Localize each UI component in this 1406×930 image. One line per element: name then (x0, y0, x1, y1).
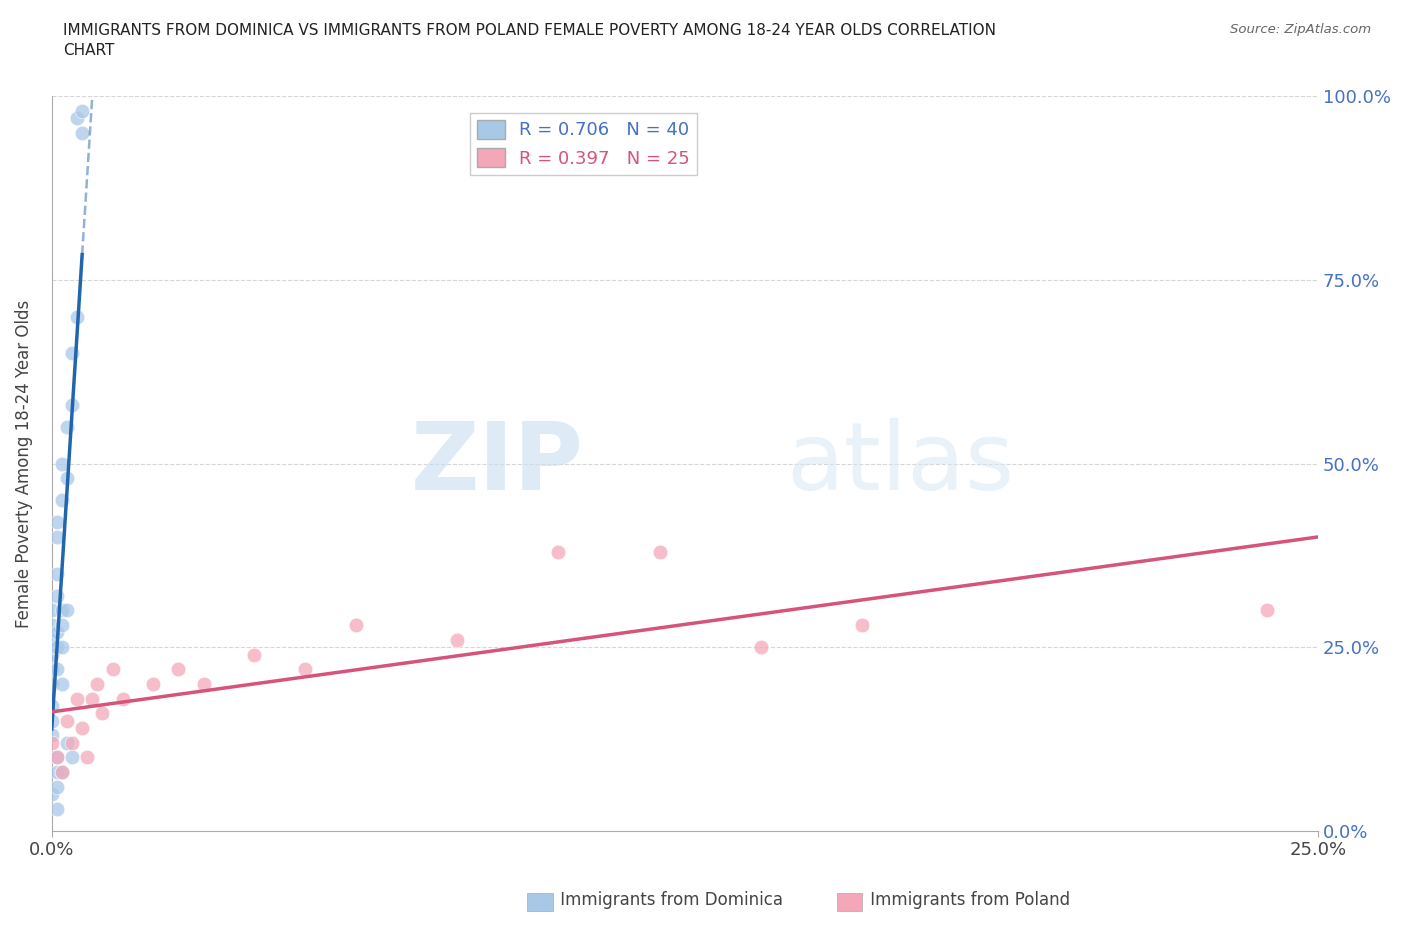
Point (45, 750, 67, 764)
Point (76, 750, 98, 764)
Point (45, 589, 67, 604)
Point (193, 676, 215, 691)
Point (91, 706, 114, 721)
Point (60, 736, 83, 751)
Point (851, 618, 873, 632)
Point (41, 728, 63, 743)
Point (45, 625, 67, 640)
Y-axis label: Female Poverty Among 18-24 Year Olds: Female Poverty Among 18-24 Year Olds (15, 299, 32, 628)
Point (66, 691, 89, 706)
Point (294, 662, 316, 677)
Point (51, 676, 73, 691)
Point (51, 640, 73, 655)
Text: atlas: atlas (786, 418, 1015, 510)
Point (41, 603, 63, 618)
Point (70, 126, 93, 140)
Point (51, 456, 73, 471)
Point (86, 676, 108, 691)
Point (51, 764, 73, 779)
Text: Source: ZipAtlas.com: Source: ZipAtlas.com (1230, 23, 1371, 36)
Point (56, 603, 79, 618)
Point (82, 691, 104, 706)
Point (648, 544, 671, 559)
Point (51, 764, 73, 779)
Point (41, 647, 63, 662)
Point (66, 111, 89, 126)
Point (111, 691, 134, 706)
Point (45, 779, 67, 794)
Text: Immigrants from Poland: Immigrants from Poland (844, 891, 1070, 910)
Point (344, 618, 367, 632)
Point (1256, 603, 1278, 618)
Point (51, 493, 73, 508)
Point (45, 662, 67, 677)
Text: IMMIGRANTS FROM DOMINICA VS IMMIGRANTS FROM POLAND FEMALE POVERTY AMONG 18-24 YE: IMMIGRANTS FROM DOMINICA VS IMMIGRANTS F… (63, 23, 997, 58)
Point (51, 618, 73, 632)
Point (60, 397, 83, 412)
Point (70, 103, 93, 118)
Legend: R = 0.706   N = 40, R = 0.397   N = 25: R = 0.706 N = 40, R = 0.397 N = 25 (470, 113, 697, 175)
Point (45, 515, 67, 530)
Text: Immigrants from Dominica: Immigrants from Dominica (534, 891, 783, 910)
Point (66, 310, 89, 325)
Point (749, 640, 772, 655)
Point (446, 632, 468, 647)
Point (41, 662, 63, 677)
Text: ZIP: ZIP (411, 418, 583, 510)
Point (41, 736, 63, 751)
Point (45, 764, 67, 779)
Point (101, 662, 124, 677)
Point (56, 736, 79, 751)
Point (56, 419, 79, 434)
Point (41, 632, 63, 647)
Point (547, 544, 569, 559)
Point (41, 787, 63, 802)
Point (41, 713, 63, 728)
Point (167, 662, 190, 677)
Point (45, 529, 67, 544)
Point (243, 647, 266, 662)
Point (56, 713, 79, 728)
Point (142, 676, 165, 691)
Point (41, 640, 63, 655)
Point (45, 750, 67, 764)
Point (41, 676, 63, 691)
Point (41, 698, 63, 713)
Point (45, 802, 67, 817)
Point (51, 603, 73, 618)
Point (45, 640, 67, 655)
Point (60, 750, 83, 764)
Point (60, 346, 83, 361)
Point (41, 618, 63, 632)
Point (56, 471, 79, 485)
Point (45, 566, 67, 581)
Point (70, 721, 93, 736)
